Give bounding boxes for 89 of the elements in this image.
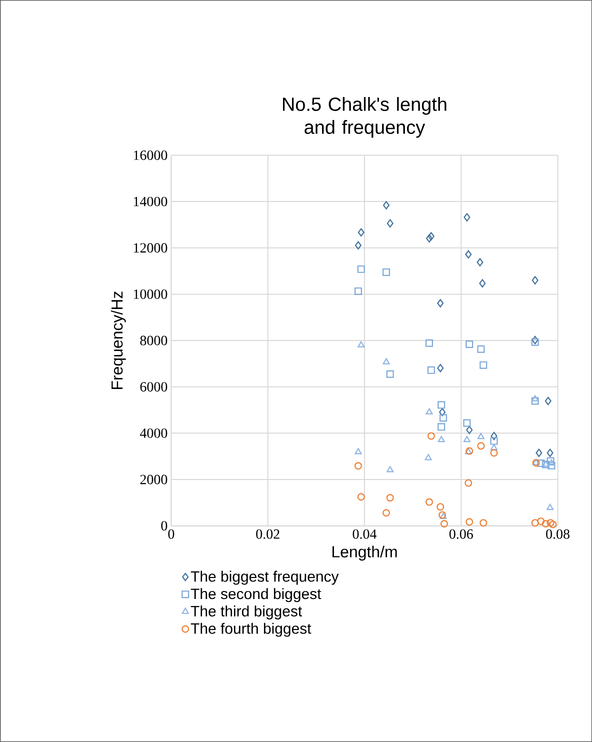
point	[490, 432, 498, 440]
point	[544, 396, 552, 406]
y-tick-label: 10000	[134, 289, 168, 299]
point	[428, 232, 434, 240]
point	[477, 345, 485, 353]
point	[531, 397, 539, 405]
point	[438, 436, 445, 442]
point	[531, 519, 539, 527]
point	[354, 462, 362, 470]
point	[438, 423, 446, 431]
point	[546, 504, 554, 510]
point	[464, 479, 472, 487]
point	[425, 498, 433, 506]
x-tick-label: 0.08	[546, 529, 570, 539]
point	[537, 517, 545, 525]
point	[425, 339, 433, 347]
point	[463, 436, 470, 442]
point	[436, 503, 444, 511]
point	[358, 228, 364, 237]
point	[466, 340, 474, 348]
point	[437, 299, 444, 308]
point	[427, 432, 435, 440]
point	[437, 364, 444, 372]
y-tick-label: 12000	[134, 243, 168, 253]
point	[480, 361, 488, 369]
point	[532, 395, 538, 402]
point	[536, 448, 542, 458]
point	[386, 466, 394, 472]
point	[386, 219, 394, 228]
legend-label: The fourth biggest	[190, 622, 312, 637]
point	[532, 276, 538, 284]
y-tick-label: 6000	[140, 382, 168, 392]
point	[382, 201, 390, 210]
point	[382, 268, 390, 276]
point	[477, 442, 485, 450]
point	[549, 520, 557, 528]
point	[386, 370, 394, 378]
point	[438, 401, 446, 409]
point	[358, 341, 365, 348]
point	[354, 287, 362, 295]
point	[546, 448, 554, 458]
legend-label: The biggest frequency	[190, 570, 339, 585]
point	[465, 250, 472, 259]
x-axis-title: Length/m	[332, 546, 397, 561]
x-tick-label: 0.02	[256, 529, 280, 539]
point	[466, 426, 473, 434]
point	[354, 448, 362, 454]
point	[357, 493, 365, 501]
point	[477, 432, 484, 440]
y-tick-label: 0	[161, 521, 168, 531]
point	[531, 338, 539, 346]
point	[386, 494, 394, 502]
point	[490, 437, 498, 445]
point	[354, 241, 362, 250]
point	[382, 509, 390, 517]
y-axis-title: Frequency/Hz	[110, 292, 126, 389]
point	[490, 444, 498, 450]
x-tick-label: 0	[168, 529, 174, 539]
point	[463, 419, 471, 427]
legend-label: The third biggest	[190, 605, 302, 620]
point	[546, 519, 554, 527]
y-tick-label: 8000	[140, 336, 168, 346]
point	[537, 460, 545, 468]
point	[426, 408, 433, 414]
legend-label: The second biggest	[190, 588, 322, 602]
point	[424, 454, 432, 460]
point	[427, 366, 435, 374]
point	[480, 519, 488, 527]
point	[542, 520, 550, 528]
x-tick-label: 0.06	[449, 529, 473, 539]
y-tick-label: 2000	[140, 474, 168, 484]
y-tick-label: 14000	[134, 196, 168, 206]
point	[476, 258, 484, 266]
point	[532, 336, 538, 344]
point	[439, 414, 447, 422]
point	[438, 408, 446, 416]
y-tick-label: 16000	[134, 150, 168, 160]
point	[466, 518, 474, 526]
point	[440, 520, 448, 528]
chart-title: No.5 Chalk's length and frequency	[282, 97, 446, 138]
point	[479, 279, 486, 288]
point	[357, 265, 365, 273]
point	[464, 213, 470, 222]
y-tick-label: 4000	[140, 428, 168, 438]
point	[382, 358, 390, 364]
point	[548, 462, 556, 470]
point	[490, 449, 498, 457]
x-tick-label: 0.04	[352, 529, 376, 539]
point	[426, 234, 432, 243]
